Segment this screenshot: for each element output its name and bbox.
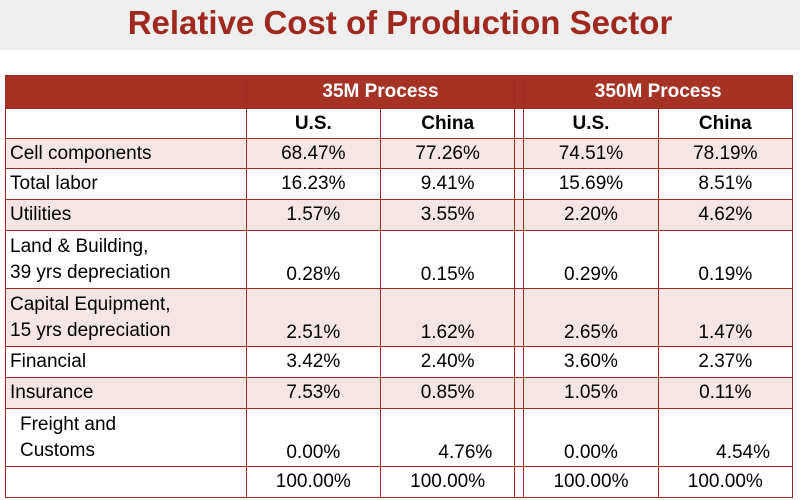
value-35m-us: 0.28%: [245, 230, 381, 289]
totals-label-cell: [5, 466, 247, 498]
value-350m-china: 2.37%: [657, 346, 794, 378]
subheader-350m-china: China: [657, 108, 794, 139]
row-label: Cell components: [5, 138, 247, 169]
group-header-row: 35M Process 350M Process: [5, 75, 793, 109]
gap-cell: [514, 199, 525, 231]
table-row-freight-customs: Freight and Customs 0.00% 4.76% 0.00% 4.…: [5, 408, 794, 467]
title-band: [0, 0, 800, 50]
total-35m-us: 100.00%: [245, 466, 381, 498]
value-350m-us: 3.60%: [523, 346, 659, 378]
header-corner-cell: [5, 75, 247, 109]
value-35m-china: 4.76%: [379, 408, 516, 467]
row-label-line-1: Capital Equipment,: [10, 293, 171, 315]
gap-cell: [514, 346, 525, 378]
total-35m-china: 100.00%: [379, 466, 516, 498]
subheader-35m-china: China: [379, 108, 516, 139]
value-350m-china: 0.11%: [657, 377, 794, 409]
row-label: Insurance: [5, 377, 247, 409]
value-35m-china: 2.40%: [379, 346, 516, 378]
table-row-total-labor: Total labor 16.23% 9.41% 15.69% 8.51%: [5, 168, 794, 200]
value-35m-us: 16.23%: [245, 168, 381, 200]
gap-cell: [514, 168, 525, 200]
row-label-line-1: Freight and: [20, 413, 117, 435]
total-350m-china: 100.00%: [657, 466, 794, 498]
row-label: Utilities: [5, 199, 247, 231]
value-35m-china: 0.85%: [379, 377, 516, 409]
row-label: Freight and Customs: [5, 408, 247, 467]
table-row-insurance: Insurance 7.53% 0.85% 1.05% 0.11%: [5, 377, 794, 409]
value-350m-us: 2.20%: [523, 199, 659, 231]
value-350m-china: 1.47%: [657, 288, 794, 347]
row-label-line-2: 39 yrs depreciation: [10, 261, 171, 283]
value-35m-us: 0.00%: [245, 408, 381, 467]
value-350m-us: 15.69%: [523, 168, 659, 200]
subheader-corner-cell: [5, 108, 247, 139]
total-350m-us: 100.00%: [523, 466, 659, 498]
value-350m-china: 4.54%: [657, 408, 794, 467]
value-350m-us: 1.05%: [523, 377, 659, 409]
value-35m-china: 1.62%: [379, 288, 516, 347]
subheader-gap-cell: [514, 108, 525, 139]
table-row-utilities: Utilities 1.57% 3.55% 2.20% 4.62%: [5, 199, 794, 231]
group-header-350m: 350M Process: [523, 75, 793, 109]
header-gap-cell: [514, 75, 525, 109]
slide-title: Relative Cost of Production Sector: [127, 4, 673, 41]
gap-cell: [514, 408, 525, 467]
subheader-35m-us: U.S.: [245, 108, 381, 139]
value-35m-us: 1.57%: [245, 199, 381, 231]
value-35m-us: 3.42%: [245, 346, 381, 378]
gap-cell: [514, 138, 525, 169]
row-label: Land & Building, 39 yrs depreciation: [5, 230, 247, 289]
value-350m-china: 8.51%: [657, 168, 794, 200]
value-35m-china: 77.26%: [379, 138, 516, 169]
row-label: Financial: [5, 346, 247, 378]
value-350m-china: 0.19%: [657, 230, 794, 289]
row-label: Capital Equipment, 15 yrs depreciation: [5, 288, 247, 347]
subheader-350m-us: U.S.: [523, 108, 659, 139]
gap-cell: [514, 466, 525, 498]
value-35m-us: 68.47%: [245, 138, 381, 169]
sub-header-row: U.S. China U.S. China: [5, 108, 794, 139]
cost-table: 35M Process 350M Process U.S. China U.S.…: [5, 75, 794, 498]
value-350m-us: 0.00%: [523, 408, 659, 467]
value-35m-china: 3.55%: [379, 199, 516, 231]
value-350m-us: 2.65%: [523, 288, 659, 347]
table-row-financial: Financial 3.42% 2.40% 3.60% 2.37%: [5, 346, 794, 378]
value-35m-us: 7.53%: [245, 377, 381, 409]
gap-cell: [514, 377, 525, 409]
table-row-totals: 100.00% 100.00% 100.00% 100.00%: [5, 466, 794, 498]
group-header-35m: 35M Process: [245, 75, 516, 109]
value-35m-us: 2.51%: [245, 288, 381, 347]
row-label-line-2: 15 yrs depreciation: [10, 319, 171, 341]
row-label: Total labor: [5, 168, 247, 200]
value-35m-china: 9.41%: [379, 168, 516, 200]
value-350m-us: 0.29%: [523, 230, 659, 289]
row-label-line-1: Land & Building,: [10, 235, 149, 257]
gap-cell: [514, 230, 525, 289]
row-label-line-2: Customs: [20, 439, 95, 461]
table-row-cell-components: Cell components 68.47% 77.26% 74.51% 78.…: [5, 138, 794, 169]
value-35m-china: 0.15%: [379, 230, 516, 289]
gap-cell: [514, 288, 525, 347]
value-350m-us: 74.51%: [523, 138, 659, 169]
table-row-land-building: Land & Building, 39 yrs depreciation 0.2…: [5, 230, 794, 289]
table-row-capital-equipment: Capital Equipment, 15 yrs depreciation 2…: [5, 288, 794, 347]
value-350m-china: 78.19%: [657, 138, 794, 169]
value-350m-china: 4.62%: [657, 199, 794, 231]
